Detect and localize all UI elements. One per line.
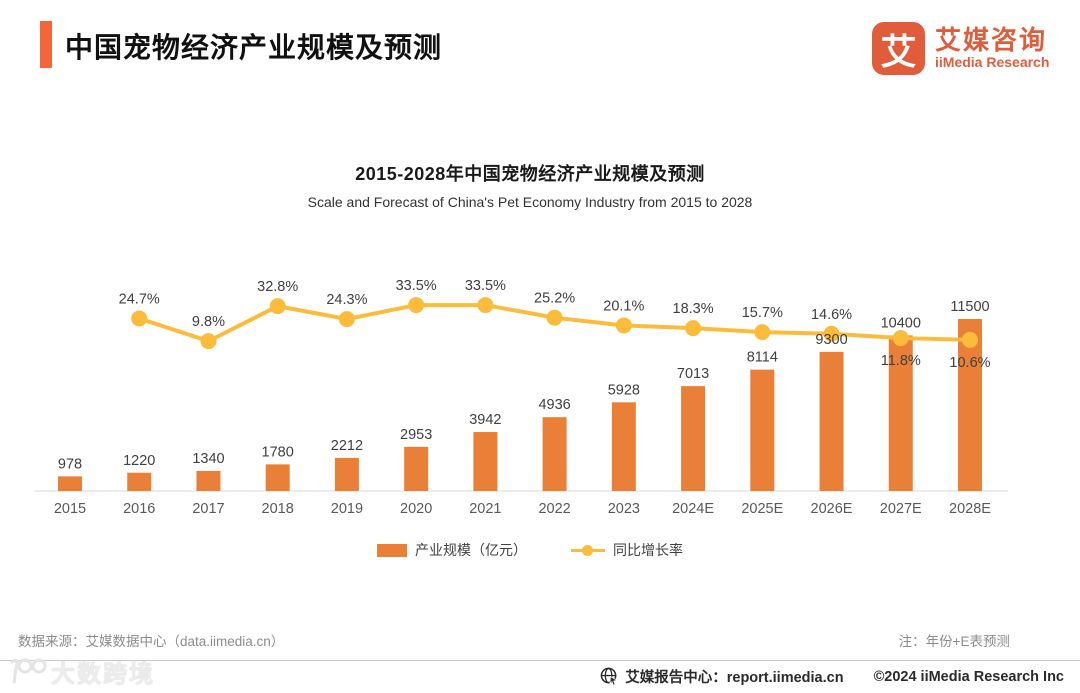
- logo-name-cn: 艾媒咨询: [935, 24, 1048, 55]
- x-tick-2020: 2020: [400, 501, 432, 517]
- bar-value-label: 978: [58, 456, 82, 472]
- bar-2027E: [888, 335, 913, 491]
- line-point-2019: [338, 311, 355, 328]
- x-tick-2015: 2015: [54, 501, 86, 517]
- x-tick-2027E: 2027E: [880, 501, 922, 517]
- report-center-link[interactable]: 艾媒报告中心：report.iimedia.cn: [600, 666, 844, 687]
- copyright-text: ©2024 iiMedia Research Inc: [873, 668, 1064, 685]
- bar-value-label: 1340: [192, 451, 224, 467]
- growth-label: 32.8%: [257, 279, 298, 295]
- logo-name-en: iiMedia Research: [935, 54, 1050, 71]
- growth-label: 33.5%: [396, 278, 437, 294]
- iimedia-logo: 艾 艾媒咨询 iiMedia Research: [872, 22, 1049, 75]
- line-point-2027E: [892, 330, 909, 347]
- watermark-logo-icon: [9, 658, 47, 683]
- x-tick-2025E: 2025E: [741, 501, 783, 517]
- legend-item-line: 同比增长率: [571, 540, 683, 560]
- bar-2015: [58, 476, 82, 491]
- page-title: 中国宠物经济产业规模及预测: [65, 32, 443, 63]
- bottom-bar: 艾媒报告中心：report.iimedia.cn ©2024 iiMedia R…: [600, 666, 1064, 687]
- watermark: 大数跨境: [5, 654, 155, 689]
- line-point-2017: [200, 333, 217, 350]
- x-tick-2026E: 2026E: [811, 501, 853, 517]
- bar-value-label: 8114: [747, 350, 778, 366]
- bar-value-label: 7013: [677, 366, 709, 382]
- header-accent-bar: [40, 21, 52, 68]
- line-point-2020: [408, 297, 425, 314]
- bar-value-label: 1220: [123, 453, 155, 469]
- bar-2020: [404, 446, 429, 491]
- bar-value-label: 4936: [538, 397, 570, 413]
- iimedia-logo-text: 艾媒咨询 iiMedia Research: [935, 26, 1049, 71]
- x-tick-2019: 2019: [331, 501, 363, 517]
- bar-value-label: 10400: [881, 315, 921, 331]
- line-point-2025E: [754, 324, 771, 341]
- growth-label: 9.8%: [192, 314, 225, 330]
- growth-label: 24.3%: [326, 292, 367, 308]
- iimedia-logo-icon: 艾: [872, 22, 925, 75]
- line-point-2026E: [823, 325, 840, 342]
- bar-value-label: 3942: [469, 412, 501, 428]
- data-source-note: 数据来源：艾媒数据中心（data.iimedia.cn）: [18, 634, 285, 649]
- forecast-note: 注：年份+E表预测: [898, 634, 1010, 649]
- legend-item-bar: 产业规模（亿元）: [377, 540, 527, 560]
- bar-2016: [127, 472, 152, 491]
- line-point-2028E: [961, 331, 978, 348]
- growth-label: 14.6%: [811, 307, 852, 323]
- line-point-2018: [269, 298, 286, 315]
- bar-2018: [265, 464, 290, 491]
- growth-label: 11.8%: [881, 353, 921, 369]
- combo-chart: 978 1220 1340 1780 2212 2953 3942 4936 5928 7013 8…: [35, 278, 1008, 517]
- bar-2026E: [819, 351, 844, 491]
- bar-value-label: 1780: [262, 444, 294, 460]
- x-tick-2021: 2021: [469, 501, 501, 517]
- bottom-divider: [0, 660, 1080, 661]
- globe-cursor-icon: [600, 667, 619, 686]
- x-tick-2024E: 2024E: [672, 501, 714, 517]
- legend-line-label: 同比增长率: [613, 542, 683, 558]
- x-tick-2017: 2017: [192, 501, 224, 517]
- growth-label: 33.5%: [465, 278, 506, 294]
- line-swatch-icon: [571, 544, 605, 557]
- report-center-text: 艾媒报告中心：report.iimedia.cn: [625, 670, 844, 686]
- growth-label: 25.2%: [534, 291, 575, 307]
- bar-value-label: 2212: [331, 438, 363, 454]
- bar-2024E: [681, 386, 706, 491]
- line-point-2021: [477, 297, 494, 314]
- growth-label: 15.7%: [742, 305, 783, 321]
- x-tick-2016: 2016: [123, 501, 155, 517]
- chart-legend: 产业规模（亿元） 同比增长率: [0, 540, 1060, 560]
- line-point-2024E: [685, 320, 702, 337]
- chart-subtitle: Scale and Forecast of China's Pet Econom…: [307, 194, 753, 210]
- line-point-2016: [131, 310, 148, 327]
- chart-title: 2015-2028年中国宠物经济产业规模及预测: [355, 164, 705, 184]
- x-tick-2018: 2018: [262, 501, 294, 517]
- bar-2025E: [750, 369, 775, 491]
- x-tick-2022: 2022: [538, 501, 570, 517]
- line-point-2023: [615, 317, 632, 334]
- x-tick-2028E: 2028E: [949, 501, 991, 517]
- growth-label: 18.3%: [673, 301, 714, 317]
- bar-swatch-icon: [377, 543, 407, 557]
- bar-value-label: 11500: [950, 299, 989, 315]
- x-tick-2023: 2023: [608, 501, 640, 517]
- footnotes-row: 数据来源：艾媒数据中心（data.iimedia.cn） 注：年份+E表预测: [18, 630, 1010, 650]
- watermark-text: 大数跨境: [51, 661, 155, 688]
- bar-2019: [334, 457, 359, 491]
- bar-value-label: 2953: [400, 427, 432, 443]
- bar-2021: [473, 432, 498, 491]
- bar-value-label: 9300: [815, 332, 847, 348]
- growth-label: 10.6%: [949, 355, 990, 371]
- growth-label: 24.7%: [119, 291, 160, 307]
- bar-2017: [196, 470, 221, 491]
- bar-value-label: 5928: [608, 382, 640, 398]
- bar-2023: [611, 402, 636, 491]
- bar-2022: [542, 417, 567, 491]
- line-point-2022: [546, 309, 563, 326]
- legend-bar-label: 产业规模（亿元）: [415, 542, 527, 558]
- growth-label: 20.1%: [603, 298, 644, 314]
